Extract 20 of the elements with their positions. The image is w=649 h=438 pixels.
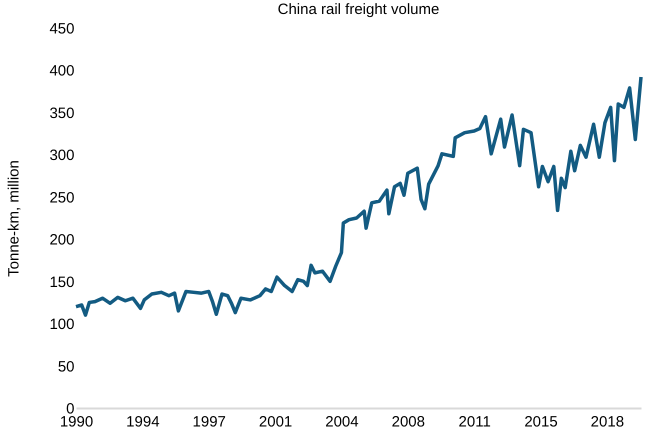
- line-series: [74, 75, 643, 317]
- y-tick-label: 100: [49, 316, 74, 334]
- x-tick-label: 2008: [392, 414, 425, 430]
- chart-title: China rail freight volume: [278, 1, 440, 18]
- y-tick-label: 350: [49, 104, 74, 122]
- y-tick-label: 450: [49, 20, 74, 38]
- x-tick-label: 2001: [258, 414, 292, 430]
- x-tick-label: 1994: [126, 414, 160, 430]
- y-tick-label: 250: [49, 189, 74, 206]
- x-tick-label: 2011: [458, 414, 491, 430]
- y-tick-label: 400: [49, 62, 74, 80]
- x-tick-label: 2018: [590, 414, 624, 430]
- y-tick-label: 150: [49, 274, 74, 291]
- x-tick-label: 1997: [192, 414, 226, 430]
- y-tick-label: 200: [49, 232, 74, 249]
- y-tick-label: 300: [49, 147, 74, 164]
- y-axis-title: Tonne-km, million: [5, 160, 22, 277]
- x-tick-label: 2015: [524, 414, 558, 430]
- y-tick-label: 50: [58, 358, 74, 376]
- x-tick-label: 2004: [325, 414, 359, 430]
